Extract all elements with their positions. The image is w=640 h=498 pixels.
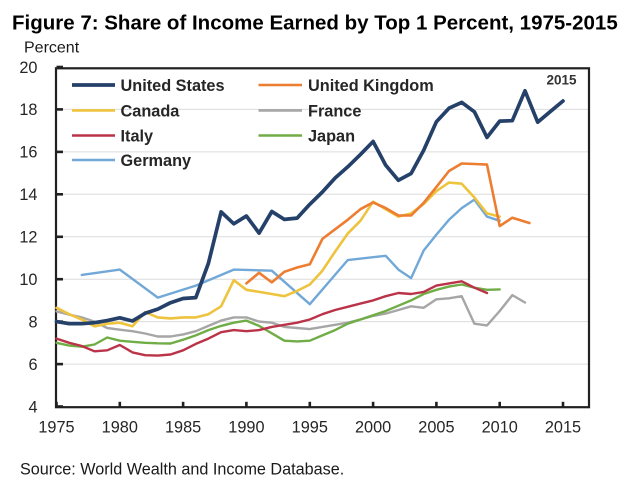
svg-text:2000: 2000 [355, 418, 391, 436]
svg-text:Percent: Percent [24, 40, 80, 57]
svg-text:Japan: Japan [308, 127, 355, 145]
svg-text:1995: 1995 [292, 418, 328, 436]
svg-text:United States: United States [121, 77, 225, 95]
svg-text:18: 18 [19, 101, 37, 119]
svg-text:2015: 2015 [546, 73, 577, 88]
svg-text:2005: 2005 [418, 418, 454, 436]
svg-text:Germany: Germany [121, 152, 192, 170]
svg-text:2010: 2010 [482, 418, 518, 436]
svg-text:Italy: Italy [121, 127, 154, 145]
svg-text:United Kingdom: United Kingdom [308, 77, 434, 95]
svg-text:France: France [308, 102, 361, 120]
svg-text:20: 20 [19, 59, 37, 77]
svg-text:Figure 7: Share of Income Earn: Figure 7: Share of Income Earned by Top … [12, 12, 618, 35]
svg-text:4: 4 [28, 398, 37, 416]
svg-text:Source: World Wealth and Incom: Source: World Wealth and Income Database… [20, 461, 344, 479]
svg-text:Canada: Canada [121, 102, 181, 120]
svg-text:1985: 1985 [165, 418, 201, 436]
svg-text:8: 8 [28, 313, 37, 331]
svg-text:10: 10 [19, 271, 37, 289]
svg-text:1980: 1980 [102, 418, 138, 436]
svg-text:1990: 1990 [228, 418, 264, 436]
svg-text:12: 12 [19, 229, 37, 247]
svg-text:6: 6 [28, 356, 37, 374]
svg-text:16: 16 [19, 144, 37, 162]
svg-text:1975: 1975 [38, 418, 74, 436]
svg-text:14: 14 [19, 186, 37, 204]
svg-text:2015: 2015 [545, 418, 581, 436]
